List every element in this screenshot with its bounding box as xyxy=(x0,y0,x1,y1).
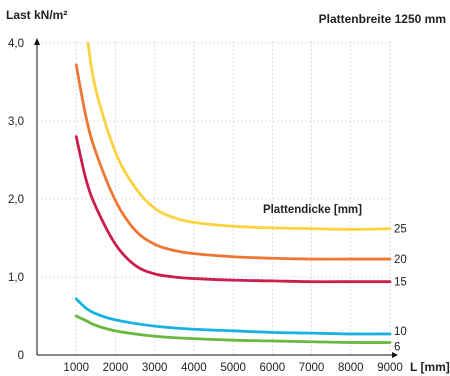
axes xyxy=(34,38,398,358)
x-tick-label: 7000 xyxy=(299,362,325,374)
series-line-6 xyxy=(74,314,392,344)
series-end-label: 20 xyxy=(394,254,407,266)
x-tick-label: 9000 xyxy=(377,362,403,374)
x-tick-label: 3000 xyxy=(142,362,168,374)
x-tick-label: 8000 xyxy=(338,362,364,374)
series-line-15 xyxy=(74,135,392,284)
y-tick-label: 1,0 xyxy=(8,272,24,284)
x-axis-arrow xyxy=(392,352,398,358)
x-tick-label: 1000 xyxy=(63,362,89,374)
y-tick-label: 3,0 xyxy=(8,116,24,128)
y-axis-label: Last kN/m² xyxy=(6,8,67,22)
y-tick-label: 2,0 xyxy=(8,194,24,206)
y-tick-label: 0 xyxy=(18,350,24,362)
series-end-label: 15 xyxy=(394,277,407,289)
series-end-label: 25 xyxy=(394,224,407,236)
y-axis-arrow xyxy=(34,38,40,45)
chart-title: Plattenbreite 1250 mm xyxy=(319,12,446,26)
tick-labels: 1000 2000 3000 4000 5000 6000 7000 8000 9000 0 1,0… xyxy=(8,38,403,374)
x-tick-label: 6000 xyxy=(260,362,286,374)
grid xyxy=(37,41,391,355)
legend-title: Plattendicke [mm] xyxy=(263,204,362,216)
series xyxy=(74,41,392,344)
y-tick-label: 4,0 xyxy=(8,38,24,50)
series-end-label: 10 xyxy=(394,326,407,338)
series-end-label: 6 xyxy=(394,342,400,354)
series-line-20 xyxy=(74,63,392,261)
x-tick-label: 2000 xyxy=(103,362,129,374)
x-axis-label: L [mm] xyxy=(410,360,450,374)
series-line-25 xyxy=(86,41,392,231)
series-end-labels: 25 20 15 10 6 xyxy=(394,224,407,354)
x-tick-label: 4000 xyxy=(181,362,207,374)
x-tick-label: 5000 xyxy=(220,362,246,374)
series-line-10 xyxy=(74,297,392,336)
